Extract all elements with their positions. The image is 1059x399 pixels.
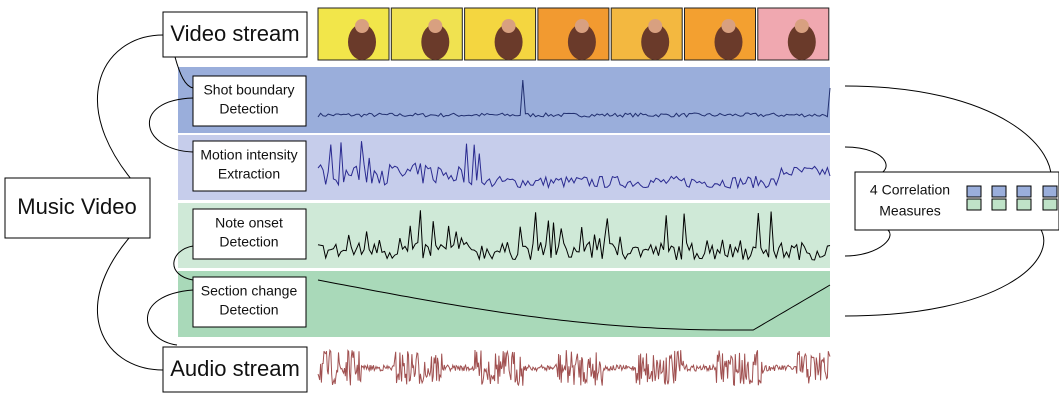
module-label: Note onset [215,215,283,231]
measure-top [967,186,981,197]
module-label: Motion intensity [200,147,297,163]
measure-bottom [1017,199,1031,210]
audio-label: Audio stream [170,356,300,381]
frame-face [722,19,736,33]
module-label: Shot boundary [203,82,294,98]
module-label: Detection [219,234,278,250]
measure-bottom [992,199,1006,210]
video-label: Video stream [170,21,299,46]
frame-face [648,19,662,33]
frame-face [355,19,369,33]
measure-bottom [1043,199,1057,210]
source-label: Music Video [17,194,136,219]
output-line: 4 Correlation [870,182,950,198]
frame-face [502,19,516,33]
signal [318,350,830,386]
measure-top [1017,186,1031,197]
frame-face [428,19,442,33]
output-line: Measures [879,203,940,219]
module-label: Detection [219,302,278,318]
frame-face [795,19,809,33]
measure-bottom [967,199,981,210]
diagram: Music Video Video stream Audio stream Sh… [0,0,1059,394]
module-label: Detection [219,101,278,117]
module-label: Extraction [218,166,280,182]
module-label: Section change [201,283,298,299]
frame-face [575,19,589,33]
measure-top [1043,186,1057,197]
measure-top [992,186,1006,197]
